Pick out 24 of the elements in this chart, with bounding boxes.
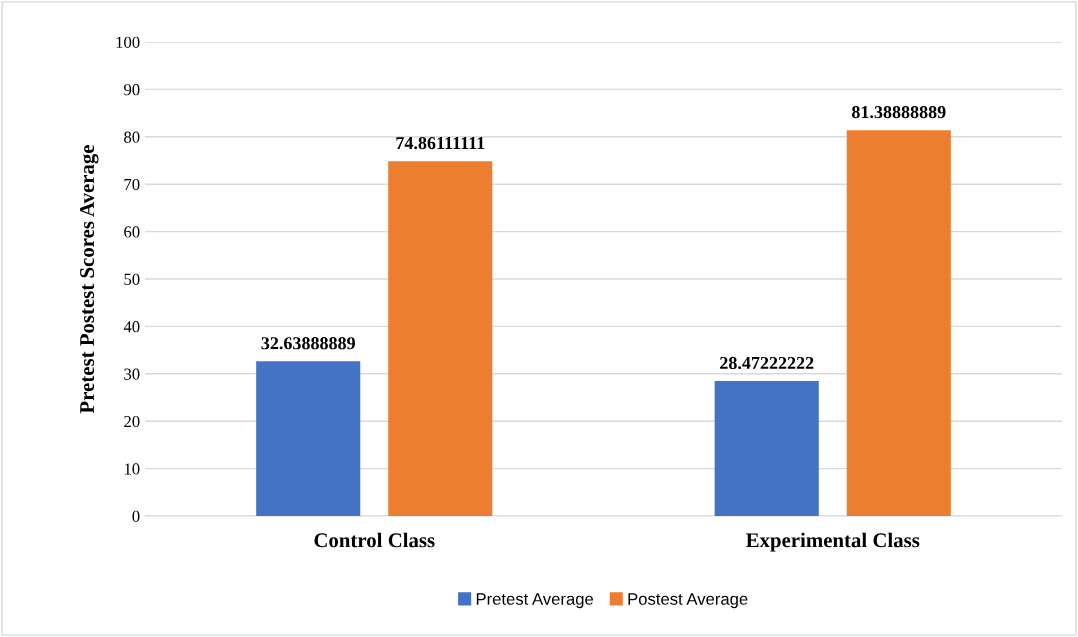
y-tick-label: 40 (123, 321, 140, 333)
x-tick-label: Experimental Class (746, 532, 920, 552)
data-label: 28.47222222 (720, 356, 814, 370)
y-tick-label: 90 (124, 84, 140, 96)
data-label: 74.86111111 (396, 136, 485, 150)
y-tick-label: 30 (124, 368, 140, 380)
y-tick-label: 0 (132, 510, 140, 522)
y-tick-label: 80 (124, 131, 140, 143)
data-label: 81.38888889 (851, 106, 946, 119)
x-tick-label: Control Class (314, 532, 435, 548)
y-tick-label: 60 (124, 226, 140, 238)
legend-label: Postest Average (628, 593, 748, 609)
bar (388, 161, 493, 516)
y-tick-label: 20 (124, 415, 140, 428)
bar (846, 130, 951, 516)
legend-label: Pretest Average (476, 593, 594, 609)
y-axis-title: Pretest Postest Scores Average (80, 145, 99, 414)
y-tick-label: 50 (124, 273, 140, 285)
y-tick-label: 10 (124, 463, 140, 475)
bar (714, 381, 819, 516)
y-tick-label: 70 (124, 178, 140, 191)
data-label: 32.63888889 (261, 337, 355, 350)
bar (256, 361, 361, 516)
y-tick-label: 100 (116, 36, 140, 48)
